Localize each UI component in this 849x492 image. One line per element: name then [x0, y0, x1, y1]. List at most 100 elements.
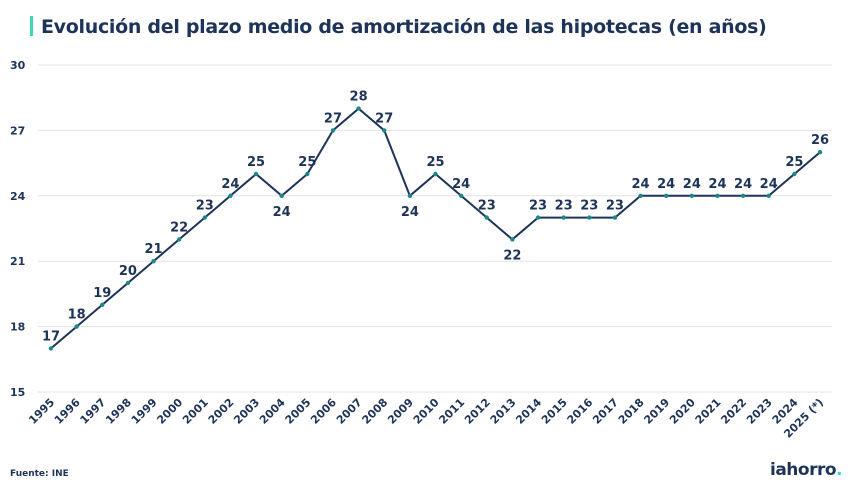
brand-logo: iahorro. — [770, 460, 842, 480]
x-tick-label: 2009 — [385, 396, 416, 427]
y-tick-label: 21 — [10, 255, 25, 268]
x-tick-label: 1995 — [26, 396, 57, 427]
x-tick-label: 2006 — [308, 396, 339, 427]
x-tick-label: 2023 — [744, 396, 775, 427]
data-label: 23 — [555, 199, 573, 214]
x-tick-label: 2019 — [641, 396, 672, 427]
y-tick-label: 18 — [10, 321, 25, 334]
x-tick-label: 2010 — [411, 396, 442, 427]
data-label: 25 — [426, 155, 444, 170]
data-point — [766, 193, 771, 198]
x-tick-label: 2022 — [718, 396, 749, 427]
x-tick-label: 2014 — [513, 396, 544, 427]
data-label: 25 — [247, 155, 265, 170]
x-tick-label: 1996 — [52, 396, 83, 427]
x-tick-label: 1999 — [129, 396, 160, 427]
data-point — [740, 193, 746, 198]
data-point — [535, 215, 541, 220]
data-label: 24 — [760, 177, 778, 192]
data-point — [484, 215, 489, 220]
data-label: 23 — [478, 199, 496, 214]
data-point — [330, 128, 336, 133]
data-point — [407, 193, 413, 198]
x-tick-label: 2003 — [231, 396, 262, 427]
data-point — [176, 237, 182, 242]
x-tick-label: 2011 — [436, 396, 467, 427]
data-label: 24 — [657, 177, 675, 192]
data-label: 22 — [170, 220, 188, 235]
data-label: 24 — [221, 177, 239, 192]
data-label: 24 — [452, 177, 470, 192]
data-point — [100, 302, 105, 307]
x-tick-label: 2018 — [616, 396, 647, 427]
data-point — [48, 346, 54, 351]
title-text: Evolución del plazo medio de amortizació… — [41, 16, 767, 38]
data-point — [817, 150, 823, 155]
data-point — [458, 193, 464, 198]
x-tick-label: 2007 — [334, 396, 365, 427]
y-tick-label: 24 — [10, 190, 26, 203]
data-point — [664, 193, 669, 198]
data-label: 21 — [144, 242, 162, 257]
data-label: 27 — [375, 111, 393, 126]
data-point — [715, 193, 720, 198]
y-tick-label: 27 — [10, 124, 25, 137]
data-point — [510, 237, 515, 242]
data-label: 17 — [42, 329, 60, 344]
data-point — [253, 171, 259, 177]
x-tick-label: 2001 — [180, 396, 211, 427]
data-label: 22 — [503, 248, 521, 263]
data-point — [587, 215, 592, 220]
data-point — [433, 171, 438, 177]
data-label: 25 — [785, 155, 803, 170]
data-label: 27 — [324, 111, 342, 126]
x-tick-label: 2021 — [693, 396, 724, 427]
x-tick-label: 2004 — [257, 396, 288, 427]
chart-title: Evolución del plazo medio de amortizació… — [30, 16, 767, 38]
x-tick-label: 2002 — [206, 396, 237, 427]
series-line — [50, 107, 821, 350]
x-tick-label: 2020 — [667, 396, 698, 427]
y-tick-label: 30 — [10, 59, 26, 72]
source-note: Fuente: INE — [10, 469, 69, 479]
data-point — [612, 215, 618, 220]
data-label: 23 — [529, 199, 547, 214]
data-point — [638, 193, 643, 198]
data-point — [689, 193, 695, 198]
data-point — [202, 215, 207, 220]
x-tick-label: 2008 — [360, 396, 391, 427]
data-label: 20 — [119, 264, 137, 279]
y-tick-label: 15 — [10, 386, 25, 399]
data-label: 23 — [580, 199, 598, 214]
logo-text: iahorro — [770, 460, 837, 480]
data-point — [74, 324, 79, 329]
data-label: 24 — [632, 177, 650, 192]
data-point — [382, 128, 387, 133]
title-accent-bar — [30, 16, 33, 36]
x-tick-label: 2017 — [590, 396, 621, 427]
x-tick-label: 2005 — [283, 396, 314, 427]
x-tick-label: 2013 — [488, 396, 519, 427]
x-tick-label: 2015 — [539, 396, 570, 427]
data-point — [151, 259, 156, 264]
data-label: 23 — [606, 199, 624, 214]
data-label: 24 — [273, 205, 291, 220]
data-label: 18 — [68, 308, 86, 323]
data-point — [125, 280, 131, 286]
data-label: 24 — [708, 177, 726, 192]
data-label: 28 — [350, 90, 368, 105]
data-label: 24 — [401, 205, 419, 220]
data-point — [561, 215, 566, 220]
data-label: 19 — [93, 286, 111, 301]
data-label: 26 — [811, 133, 829, 148]
data-point — [228, 193, 233, 198]
x-tick-label: 2016 — [565, 396, 596, 427]
data-point — [305, 171, 310, 177]
data-point — [356, 106, 361, 111]
x-tick-label: 1997 — [78, 396, 109, 427]
data-label: 25 — [298, 155, 316, 170]
data-label: 23 — [196, 199, 214, 214]
data-point — [792, 171, 797, 177]
